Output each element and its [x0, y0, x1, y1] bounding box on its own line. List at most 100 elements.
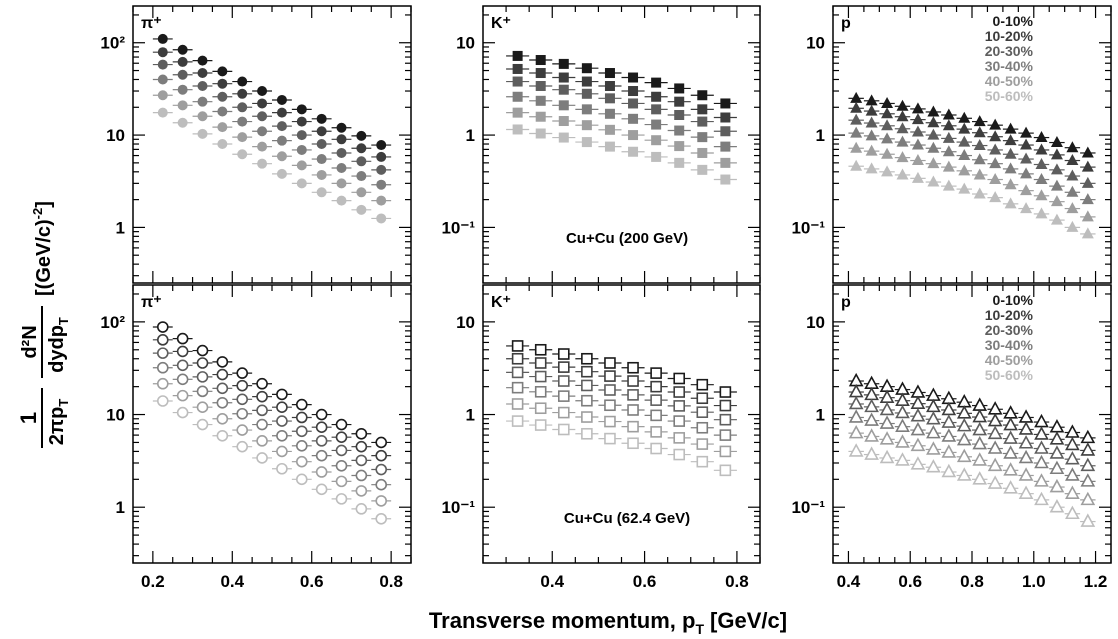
data-point	[942, 119, 955, 131]
data-point	[926, 441, 941, 455]
data-point	[879, 401, 895, 416]
data-point	[864, 446, 879, 460]
particle-label: p	[841, 15, 851, 32]
data-point	[942, 160, 955, 172]
system-label: Cu+Cu (62.4 GeV)	[564, 510, 690, 527]
data-point	[719, 413, 732, 426]
data-point	[237, 88, 248, 99]
data-point	[895, 418, 910, 432]
data-point	[276, 151, 287, 162]
data-point	[511, 352, 524, 365]
data-point	[958, 122, 971, 134]
particle-label: p	[841, 294, 851, 311]
x-tick-label: 0.6	[300, 572, 324, 591]
data-point	[720, 98, 731, 109]
panel-p_62: 10⁻¹ 1 10 0.4 0.6 0.8 1.0 1.2 p 0-10%10-20%20-30%…	[791, 284, 1112, 591]
data-point	[627, 437, 639, 450]
data-point	[375, 495, 388, 507]
data-point	[534, 370, 547, 383]
data-point	[236, 379, 249, 392]
y-tick-label: 10	[106, 406, 125, 425]
legend-entry: 20-30%	[985, 322, 1034, 338]
data-point	[535, 95, 546, 106]
data-point	[651, 135, 662, 146]
series-4	[848, 126, 1096, 205]
data-point	[535, 81, 546, 92]
data-point	[895, 404, 910, 419]
data-point	[879, 431, 895, 445]
data-point	[627, 389, 639, 401]
ylabel-factor-den-sub: T	[56, 399, 71, 407]
data-point	[673, 372, 686, 385]
data-point	[581, 137, 592, 148]
data-point	[927, 128, 940, 140]
data-point	[558, 58, 569, 69]
data-point	[557, 406, 570, 419]
data-point	[972, 421, 988, 436]
data-point	[355, 440, 368, 453]
x-tick-label: 0.4	[220, 572, 244, 591]
data-point	[256, 452, 268, 464]
data-point	[1066, 220, 1079, 232]
data-point	[176, 332, 189, 345]
data-point	[355, 454, 368, 467]
data-point	[1081, 146, 1094, 158]
ylabel-frac-den-sub: T	[56, 317, 71, 325]
data-point	[987, 457, 1003, 472]
data-point	[295, 473, 308, 486]
data-point	[720, 141, 731, 152]
data-point	[295, 425, 308, 438]
data-point	[848, 395, 864, 410]
ylabel-factor-num: 1	[16, 412, 41, 424]
data-point	[315, 435, 328, 447]
panel-pip_62: 1 10 10² 0.2 0.4 0.6 0.8 π⁺	[100, 284, 412, 591]
data-point	[850, 113, 863, 125]
data-point	[177, 117, 188, 128]
data-point	[511, 366, 524, 379]
data-point	[956, 417, 972, 432]
data-point	[972, 452, 988, 466]
data-point	[972, 435, 988, 450]
data-point	[848, 443, 864, 457]
y-tick-label: 10	[456, 34, 475, 53]
data-point	[196, 401, 209, 414]
data-point	[237, 102, 248, 113]
series-2	[506, 63, 737, 123]
data-point	[216, 412, 229, 425]
data-point	[1035, 143, 1048, 155]
data-point	[216, 356, 229, 368]
x-tick-label: 0.6	[633, 572, 657, 591]
data-point	[1003, 445, 1018, 459]
data-point	[942, 131, 955, 143]
data-point	[627, 361, 639, 374]
data-point	[651, 119, 662, 130]
data-point	[376, 164, 387, 175]
data-point	[557, 375, 570, 387]
data-point	[1080, 457, 1096, 472]
data-point	[217, 91, 228, 102]
data-point	[295, 439, 308, 452]
data-point	[942, 145, 955, 157]
y-tick-label: 1	[466, 126, 475, 145]
data-point	[1020, 152, 1033, 164]
data-point	[942, 108, 955, 120]
data-point	[176, 359, 189, 372]
data-point	[927, 116, 940, 128]
data-point	[1050, 213, 1063, 225]
data-point	[534, 343, 547, 356]
data-point	[276, 168, 287, 179]
data-point	[895, 434, 910, 448]
data-point	[651, 77, 662, 88]
data-point	[581, 88, 592, 99]
data-point	[534, 385, 547, 398]
data-point	[604, 432, 616, 445]
series-6	[848, 443, 1096, 527]
data-point	[176, 389, 189, 402]
y-tick-label: 10	[806, 313, 825, 332]
panel-frame	[482, 5, 761, 284]
x-tick-label: 0.8	[960, 572, 984, 591]
legend-entry: 50-60%	[985, 88, 1034, 104]
data-point	[604, 415, 616, 428]
panel-frame	[832, 5, 1112, 284]
